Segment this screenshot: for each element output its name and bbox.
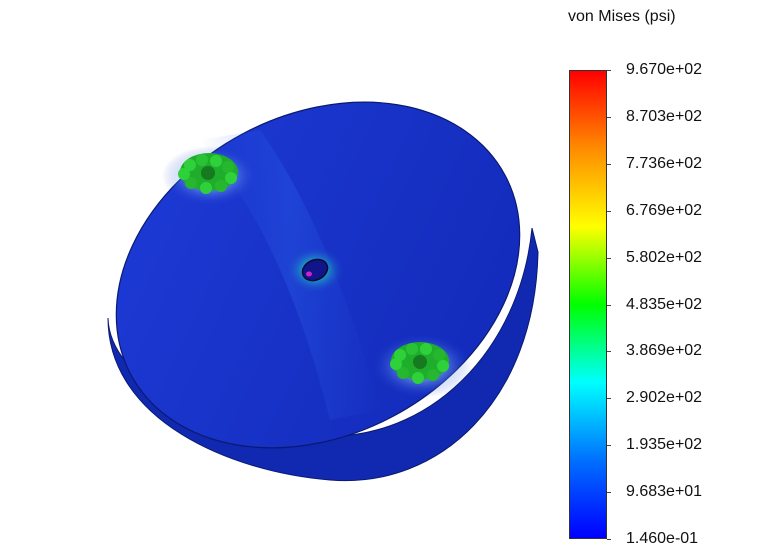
legend-tick-label: 2.902e+02 bbox=[626, 389, 703, 407]
legend-tick-label: 6.769e+02 bbox=[626, 201, 703, 219]
legend-tick-label: 9.670e+02 bbox=[626, 61, 703, 78]
legend-tick-mark bbox=[607, 211, 611, 212]
legend-tick-mark bbox=[607, 492, 611, 493]
legend-tick-mark bbox=[607, 70, 611, 71]
legend-tick-mark bbox=[607, 305, 611, 306]
legend-tick-mark bbox=[607, 117, 611, 118]
legend-tick-label: 7.736e+02 bbox=[626, 154, 703, 172]
legend-title: von Mises (psi) bbox=[568, 8, 676, 25]
legend-tick-mark bbox=[607, 351, 611, 352]
disk-model bbox=[107, 101, 539, 482]
legend-color-bar bbox=[569, 70, 607, 539]
legend-tick-label: 3.869e+02 bbox=[626, 342, 703, 360]
legend-tick-label: 1.935e+02 bbox=[626, 436, 703, 454]
fixture-marker-1 bbox=[178, 153, 238, 194]
legend-tick-mark bbox=[607, 398, 611, 399]
legend-tick-label: 1.460e-01 bbox=[626, 530, 699, 547]
fixture-marker-2 bbox=[390, 342, 449, 384]
legend-tick-label: 5.802e+02 bbox=[626, 248, 703, 266]
legend-tick-mark bbox=[607, 164, 611, 165]
legend-tick-mark bbox=[607, 445, 611, 446]
legend-tick-mark bbox=[607, 258, 611, 259]
legend-tick-label: 8.703e+02 bbox=[626, 107, 703, 125]
legend-tick-label: 9.683e+01 bbox=[626, 483, 703, 501]
legend-tick-label: 4.835e+02 bbox=[626, 295, 703, 313]
legend-tick-mark bbox=[607, 539, 611, 540]
center-hole-hotspot bbox=[306, 271, 312, 277]
